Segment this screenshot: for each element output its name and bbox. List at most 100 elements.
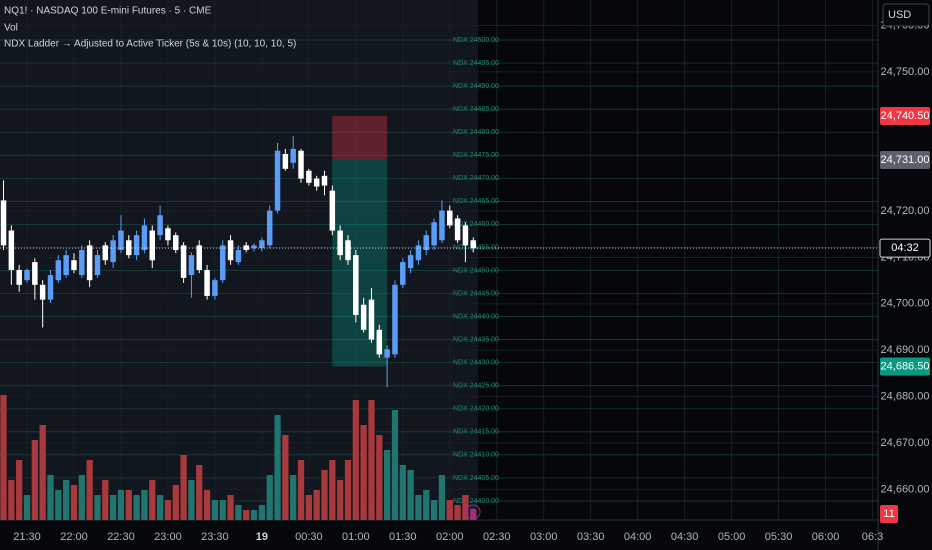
ladder-label: NDX 24500.00 (453, 37, 499, 44)
volume-bar (211, 500, 219, 520)
volume-bar (8, 480, 15, 520)
price-badge (880, 357, 930, 376)
ladder-label: NDX 24415.00 (453, 429, 499, 436)
ladder-label: NDX 24435.00 (453, 336, 499, 343)
volume-bar (117, 490, 125, 520)
candle-body (266, 210, 273, 246)
x-tick-label: 23:00 (154, 531, 182, 543)
x-tick-label: 22:00 (60, 531, 88, 543)
candle-body (329, 190, 336, 231)
volume-legend: Vol (4, 23, 18, 34)
volume-badge (880, 505, 898, 523)
ladder-label: NDX 24400.00 (453, 498, 499, 505)
candle-body (368, 299, 375, 340)
position-zone (332, 115, 388, 161)
candle-body (188, 255, 195, 276)
volume-bar (423, 490, 430, 520)
volume-bar (196, 465, 203, 520)
candle-body (55, 260, 62, 281)
candle-body (16, 269, 22, 285)
x-tick-label: 05:30 (765, 531, 793, 543)
candle-body (376, 329, 383, 355)
candle-body (454, 218, 461, 241)
price-badge (880, 106, 930, 125)
ladder-label: NDX 24465.00 (453, 198, 499, 205)
candle-body (24, 269, 30, 281)
alert-icon[interactable] (465, 504, 481, 520)
y-tick-label: 24,690.00 (881, 344, 930, 356)
ladder-label: NDX 24405.00 (453, 475, 499, 482)
ladder-label: NDX 24425.00 (453, 383, 499, 390)
volume-bar (290, 475, 297, 520)
price-badge-label: 24,686.50 (881, 360, 930, 372)
volume-bar (305, 495, 312, 520)
volume-bar (462, 495, 469, 520)
x-tick-label: 21:30 (13, 531, 41, 543)
candle-body (79, 250, 85, 276)
candle-body (470, 240, 476, 249)
volume-bar (407, 470, 414, 520)
candle-body (32, 262, 38, 285)
candle-body (400, 262, 406, 285)
candle-body (165, 228, 171, 241)
x-tick-label: 01:00 (342, 531, 370, 543)
volume-bar (266, 475, 273, 520)
y-tick-label: 24,660.00 (881, 483, 930, 495)
currency-button[interactable] (882, 3, 930, 27)
volume-bar (63, 480, 70, 520)
lightning (470, 506, 476, 518)
candle-body (149, 230, 156, 261)
candle-body (110, 240, 116, 263)
candle-body (313, 178, 320, 187)
candle-body (71, 260, 77, 270)
price-badge-label: 24,731.00 (881, 154, 930, 166)
volume-bar (180, 455, 187, 520)
volume-bar (149, 480, 156, 520)
candle-body (8, 230, 15, 270)
volume-bar (391, 410, 399, 520)
volume-bar (133, 495, 140, 520)
volume-bar (23, 495, 31, 520)
x-tick-label: 01:30 (389, 531, 417, 543)
ladder-label: NDX 24490.00 (453, 83, 499, 90)
volume-bar (313, 490, 320, 520)
volume-bar (70, 485, 78, 520)
candle-body (157, 215, 163, 236)
x-tick-label: 06:00 (812, 531, 840, 543)
ladder-label: NDX 24420.00 (453, 406, 499, 413)
candle-body (353, 255, 359, 315)
candle-body (126, 240, 132, 256)
candle-body (118, 230, 124, 251)
candle-body (39, 284, 46, 300)
x-tick-label: 06:3 (862, 531, 883, 543)
candle-body (212, 280, 218, 296)
candle-body (251, 245, 257, 249)
volume-bar (235, 505, 242, 520)
volume-bar (227, 495, 234, 520)
candle-body (415, 245, 422, 261)
candle-body (259, 240, 265, 249)
x-tick-label: 02:00 (436, 531, 464, 543)
candle-body (384, 349, 390, 358)
candle-body (439, 210, 445, 241)
ladder-label: NDX 24475.00 (453, 152, 499, 159)
price-badge (880, 151, 930, 170)
volume-bar (329, 460, 336, 520)
candle-body (360, 304, 367, 330)
candle-body (141, 225, 148, 251)
volume-bar (446, 500, 453, 520)
candle-body (447, 210, 453, 226)
volume-bar (360, 425, 367, 520)
volume-bar (203, 490, 211, 520)
candle-body (86, 245, 93, 281)
candle-body (274, 150, 281, 211)
candle-body (63, 255, 69, 276)
volume-bar (454, 505, 461, 520)
volume-bar (31, 440, 38, 520)
candle-body (47, 275, 54, 300)
volume-bar (102, 480, 109, 520)
volume-bar (219, 500, 226, 520)
volume-bar (16, 460, 23, 520)
y-tick-label: 24,700.00 (881, 298, 930, 310)
